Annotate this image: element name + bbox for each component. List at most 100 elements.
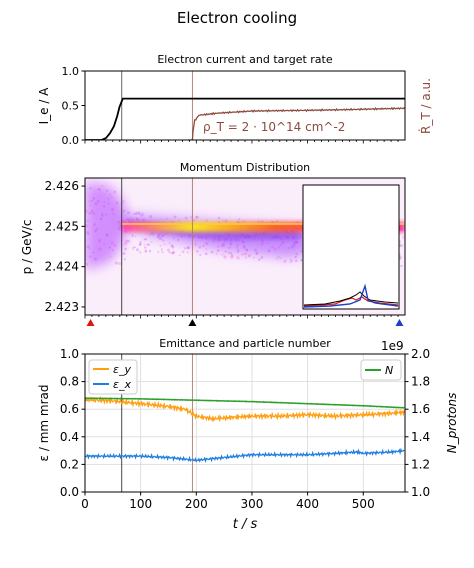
heatmap-dot [127,239,130,243]
heatmap-dot [290,259,294,262]
panel3-frame [84,353,406,493]
heatmap-dot [229,251,233,255]
heatmap-dot [289,258,292,261]
heatmap-dot [144,250,147,253]
heatmap-dot [283,259,287,263]
panel1-xaxis [84,140,399,144]
heatmap-dot [275,257,278,260]
y-tick-label: 0.0 [60,485,79,499]
panel2-vlines [121,178,193,315]
y-tick-label: 0.5 [62,100,80,113]
heatmap-dot [215,252,218,255]
heatmap-dot [122,252,126,256]
heatmap-dot [135,211,138,215]
heatmap-dot [148,243,151,246]
heatmap-inset [302,184,400,310]
panel3-ylabel: ε / mm mrad [37,385,51,462]
heatmap-dot [138,213,141,216]
heatmap-dot [138,242,142,246]
heatmap-dot [187,246,190,250]
heatmap-dot [133,212,136,216]
heatmap-dot [400,264,403,268]
heatmap-dot [275,220,278,223]
heatmap-dot [172,250,175,254]
legend-eps-x-label: ε_x [113,378,131,391]
heatmap-dot [199,253,202,256]
heatmap-dot [170,252,172,254]
y-tick-right-label: 1.2 [411,457,430,471]
y-tick-label: 0.0 [62,134,80,147]
heatmap-dot [132,248,135,251]
heatmap-dot [258,258,261,261]
heatmap-dot [163,243,166,246]
heatmap-dot [238,218,241,221]
heatmap-initial-cloud [85,182,125,270]
series-target-rate [187,106,405,140]
heatmap-dot [131,234,134,237]
heatmap-dot [134,235,137,238]
y-tick-label: 0.8 [60,375,79,389]
heatmap-dot [230,254,234,257]
heatmap-dot [300,259,303,262]
heatmap-dot [261,220,264,223]
heatmap-dot [150,240,153,243]
heatmap-dot [257,220,260,222]
heatmap-dot [127,211,130,215]
panel1-ylabel: I_e / A [37,87,51,125]
y-tick-right-label: 2.0 [411,347,430,361]
heatmap-dot [198,245,202,249]
heatmap-dot [167,248,171,252]
heatmap-core-band [122,222,405,232]
heatmap-dot [184,247,187,250]
y-tick-label: 0.6 [60,402,79,416]
heatmap-dot [300,258,303,261]
series-eps-x [85,447,405,464]
heatmap-dot [124,242,128,246]
heatmap-dot [133,246,136,249]
heatmap-dot [221,253,224,256]
heatmap-dot [146,243,150,246]
panel1-frame [84,70,406,141]
heatmap-dot [253,256,255,259]
figure-title: Electron cooling [177,9,297,27]
heatmap-dot [139,240,142,243]
panel1-vlines [121,71,193,140]
panel-momentum: Momentum Distribution 2.4232.4242.4252.4… [20,161,406,326]
heatmap-dot [170,243,174,247]
heatmap-dot [195,216,198,219]
marker-red [86,319,95,326]
heatmap-dot [132,246,135,249]
heatmap-dot [143,243,146,246]
heatmap-dot [142,212,144,214]
heatmap-dot [144,249,148,252]
heatmap-dot [148,249,152,253]
y-tick-label: 0.4 [60,430,79,444]
series-N [85,397,405,409]
legend-right: N [360,359,402,381]
heatmap-dot [221,219,224,222]
heatmap-dot [144,238,147,241]
heatmap-dot [178,254,181,257]
heatmap-dot [124,239,128,243]
heatmap-dot [135,248,139,252]
legend-left: ε_y ε_x [88,359,138,395]
heatmap-dot [399,255,402,259]
heatmap-dot [168,251,171,254]
inset-blue-curve [303,283,399,308]
panel3-xaxis: 0 100 200 300 400 500 [81,492,375,511]
panel2-yaxis: 2.423 2.424 2.425 2.426 [45,179,85,314]
heatmap-dot [210,250,214,254]
heatmap-dot [173,215,177,219]
heatmap-dot [114,261,118,265]
heatmap-dot [247,254,251,258]
heatmap-dot [224,250,227,253]
y-tick-label: 1.0 [62,65,80,78]
legend-N-label: N [385,364,393,377]
heatmap-dot [230,255,234,259]
heatmap-dot [160,248,164,251]
heatmap-dot [204,252,208,256]
heatmap-dot [279,257,282,260]
heatmap-dot [143,238,146,241]
panel2-ylabel: p / GeV/c [20,220,34,275]
